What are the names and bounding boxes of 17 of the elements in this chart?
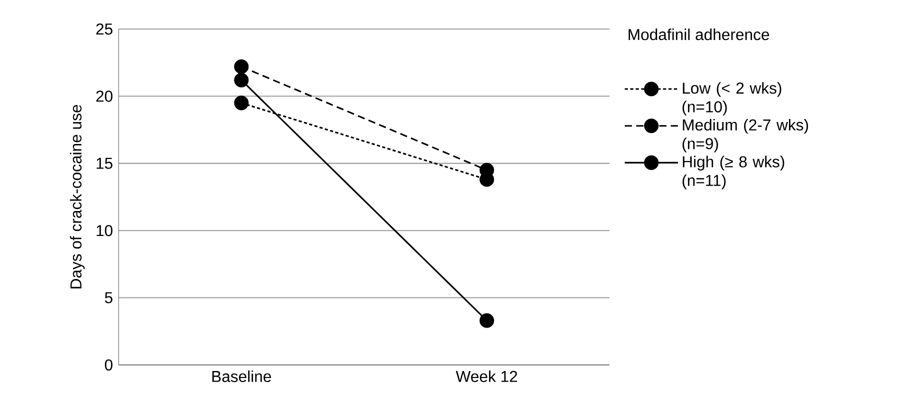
point — [234, 72, 249, 88]
y-axis-title: Days of crack-cocaine use — [70, 105, 85, 289]
legend-title: Modafinil adherence — [628, 28, 770, 40]
y-tick-label: 25 — [96, 24, 112, 35]
y-tick-label: 10 — [96, 225, 112, 236]
y-tick-label: 0 — [104, 359, 112, 371]
point — [234, 60, 249, 74]
point — [480, 313, 494, 328]
y-tick-label: 15 — [96, 158, 112, 170]
point — [234, 96, 249, 110]
y-tick-label: 5 — [104, 292, 112, 304]
x-tick-label: Baseline — [212, 370, 271, 382]
y-tick-label: 20 — [96, 90, 112, 102]
legend-label: High (≥ 8 wks) (n=11) — [682, 156, 784, 190]
legend-label: Medium (2-7 wks) (n=9) — [682, 119, 808, 152]
legend-label: Low (< 2 wks) (n=10) — [682, 82, 782, 116]
x-tick-label: Week 12 — [456, 370, 518, 382]
